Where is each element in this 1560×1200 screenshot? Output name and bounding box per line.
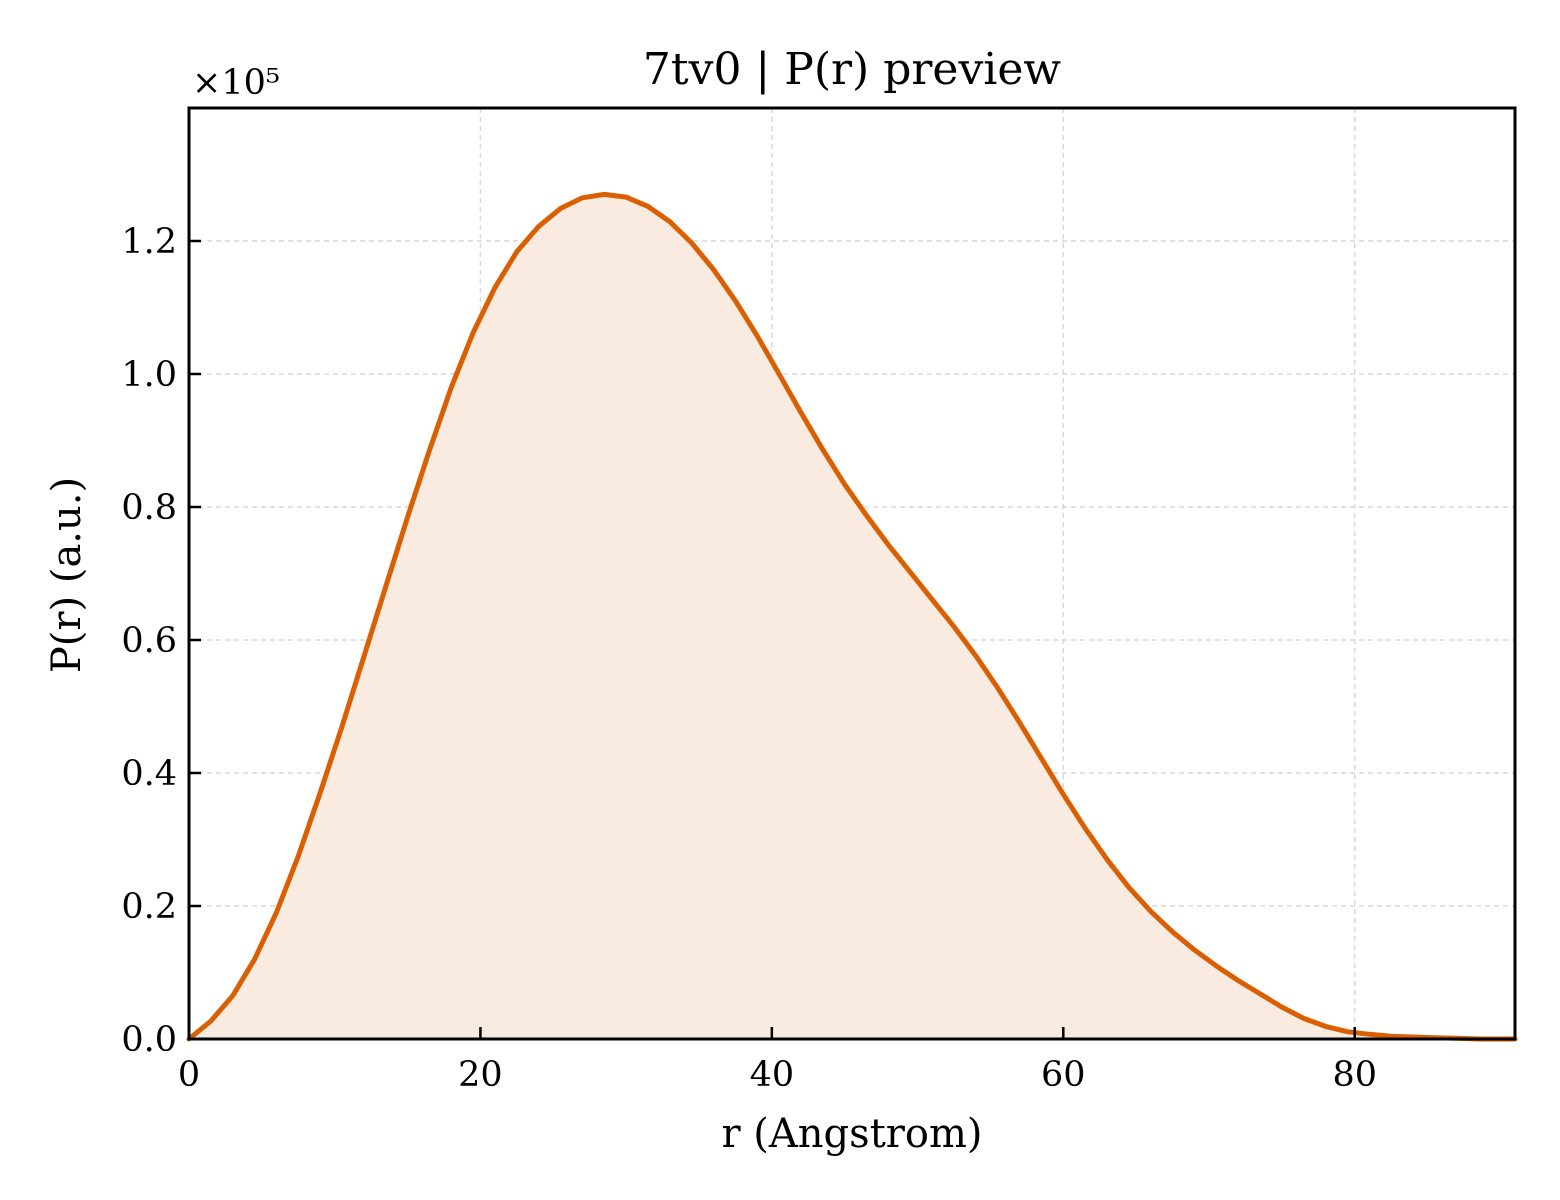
series-line <box>186 191 1518 1042</box>
x-tick-label: 60 <box>1041 1055 1086 1095</box>
y-tick-label: 1.2 <box>121 222 177 262</box>
x-tick-label: 80 <box>1332 1055 1377 1095</box>
x-axis-label: r (Angstrom) <box>721 1111 982 1157</box>
y-tick-label: 0.0 <box>121 1020 177 1060</box>
x-tick-label: 20 <box>458 1055 503 1095</box>
y-tick-label: 0.4 <box>121 754 177 794</box>
plot-frame <box>187 106 1517 1041</box>
y-tick-label: 0.6 <box>121 621 177 661</box>
y-tick-label: 1.0 <box>121 355 177 395</box>
y-axis-label: P(r) (a.u.) <box>44 477 90 673</box>
chart-title: 7tv0 | P(r) preview <box>643 44 1061 95</box>
series-fill-area <box>189 194 1515 1039</box>
y-multiplier-label: ×10⁵ <box>192 63 280 103</box>
x-tick-label: 0 <box>178 1055 200 1095</box>
y-tick-label: 0.2 <box>121 887 177 927</box>
axis-ticks: 0 20 40 60 80 0.0 0.2 0.4 0.6 0.8 1.0 1.2 <box>121 222 1377 1095</box>
y-tick-label: 0.8 <box>121 488 177 528</box>
x-tick-label: 40 <box>750 1055 795 1095</box>
